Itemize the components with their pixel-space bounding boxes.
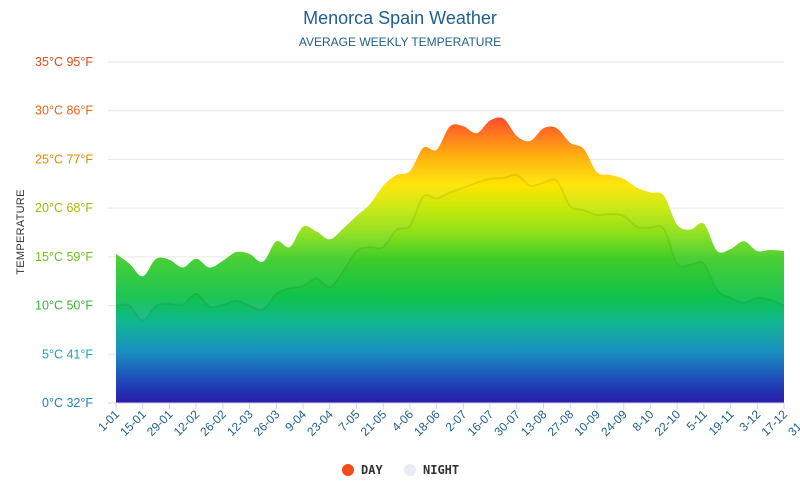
legend-item-night[interactable]: NIGHT — [404, 463, 459, 477]
x-tick-label: 27-08 — [545, 407, 577, 439]
y-tick-label: 0°C 32°F — [42, 396, 93, 410]
day-night-band — [116, 117, 784, 321]
y-axis-label: TEMPERATURE — [15, 189, 27, 275]
y-tick-label: 5°C 41°F — [42, 347, 93, 361]
x-tick-label: 21-05 — [358, 407, 390, 439]
plot-area — [115, 117, 785, 403]
x-tick-label: 26-03 — [251, 407, 283, 439]
x-tick-label: 23-04 — [304, 407, 336, 439]
x-tick-label: 16-07 — [465, 407, 497, 439]
chart-title: Menorca Spain Weather — [303, 8, 497, 28]
x-tick-label: 22-10 — [652, 407, 684, 439]
y-tick-label: 15°C 59°F — [35, 250, 93, 264]
night-series-line — [115, 173, 785, 322]
legend-day-swatch — [342, 464, 354, 476]
y-tick-label: 35°C 95°F — [35, 55, 93, 69]
legend-day-label: DAY — [361, 463, 383, 477]
x-tick-label: 29-01 — [144, 407, 176, 439]
x-tick-label: 15-01 — [117, 407, 149, 439]
x-tick-label: 24-09 — [598, 407, 630, 439]
legend-night-label: NIGHT — [423, 463, 459, 477]
x-tick-label: 10-09 — [571, 407, 603, 439]
night-series-area — [116, 174, 784, 403]
chart-subtitle: AVERAGE WEEKLY TEMPERATURE — [299, 35, 501, 49]
legend-item-day[interactable]: DAY — [342, 463, 383, 477]
x-tick-label: 30-07 — [491, 407, 523, 439]
y-tick-label: 30°C 86°F — [35, 104, 93, 118]
y-tick-label: 10°C 50°F — [35, 299, 93, 313]
x-tick-label: 12-03 — [224, 407, 256, 439]
y-tick-label: 20°C 68°F — [35, 201, 93, 215]
x-tick-label: 12-02 — [171, 407, 203, 439]
x-tick-label: 31-12 — [785, 407, 800, 439]
legend: DAY NIGHT — [342, 463, 459, 477]
x-tick-label: 19-11 — [706, 407, 737, 438]
y-axis-ticks: 0°C 32°F 5°C 41°F 10°C 50°F 15°C 59°F 20°C 6… — [35, 55, 93, 410]
legend-night-swatch — [404, 464, 416, 476]
y-tick-label: 25°C 77°F — [35, 152, 93, 166]
x-tick-label: 13-08 — [518, 407, 550, 439]
x-tick-label: 18-06 — [411, 407, 443, 439]
x-tick-label: 17-12 — [759, 407, 791, 439]
x-tick-label: 26-02 — [197, 407, 229, 439]
